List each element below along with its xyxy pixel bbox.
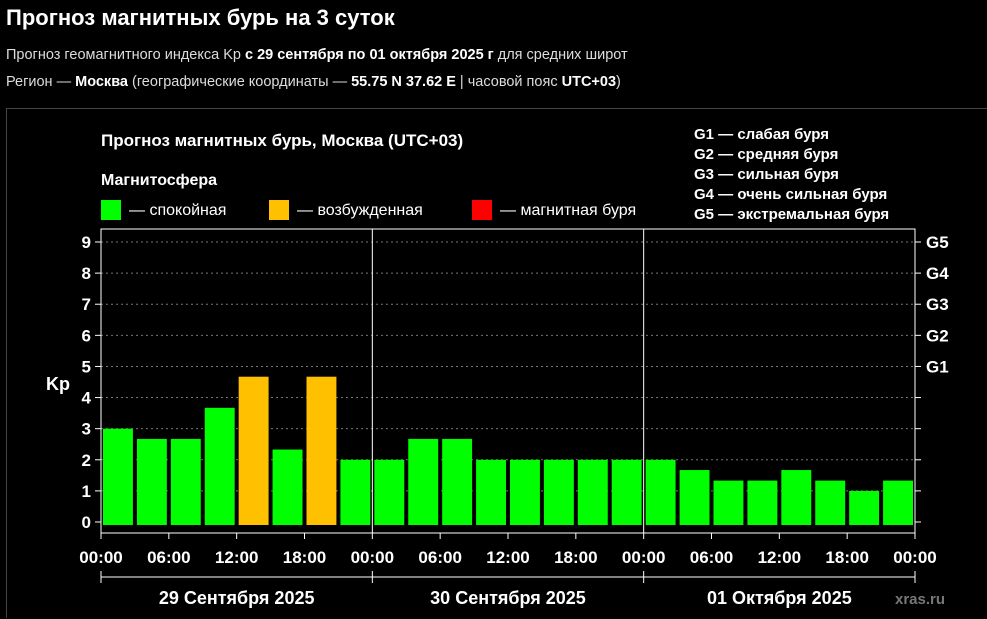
y-tick-label: 9 bbox=[82, 233, 91, 252]
storm-scale-item: G1 — слабая буря bbox=[694, 126, 829, 143]
kp-bar bbox=[408, 438, 439, 525]
storm-scale-item: G4 — очень сильная буря bbox=[694, 186, 887, 203]
kp-bar bbox=[170, 438, 201, 525]
storm-scale-item: G2 — средняя буря bbox=[694, 146, 838, 163]
kp-bar bbox=[883, 480, 913, 525]
legend-swatch bbox=[472, 200, 492, 220]
chart-bars bbox=[103, 376, 913, 525]
kp-bar bbox=[577, 459, 608, 525]
y-tick-label: 6 bbox=[82, 326, 91, 345]
region-coords: 55.75 N 37.62 E bbox=[351, 74, 456, 90]
kp-bar bbox=[713, 480, 744, 525]
region-suffix: ) bbox=[616, 74, 621, 90]
day-label: 30 Сентября 2025 bbox=[430, 588, 586, 608]
chart-axes: 0 1 2 3 4 5 6 7 8 9 G1 G2 G3 G4 G5 00:00 06:00 12:00 18:00… bbox=[79, 228, 949, 608]
kp-bar bbox=[543, 459, 574, 525]
kp-forecast-chart: Прогноз магнитных бурь, Москва (UTC+03) … bbox=[46, 126, 949, 608]
storm-scale-legend: G1 — слабая буря G2 — средняя буря G3 — си… bbox=[694, 126, 889, 223]
kp-bar bbox=[645, 459, 676, 525]
region-prefix: Регион — bbox=[6, 74, 76, 90]
legend-title: Магнитосфера bbox=[101, 172, 217, 189]
kp-bar bbox=[781, 470, 812, 525]
kp-bar bbox=[849, 490, 880, 525]
x-tick-label: 18:00 bbox=[283, 548, 326, 567]
watermark: xras.ru bbox=[895, 591, 945, 608]
y-tick-label: 4 bbox=[82, 389, 92, 408]
storm-scale-item: G5 — экстремальная буря bbox=[694, 206, 889, 223]
x-tick-label: 12:00 bbox=[758, 548, 801, 567]
storm-level-label: G1 bbox=[926, 357, 949, 376]
x-tick-label: 00:00 bbox=[351, 548, 394, 567]
storm-scale-item: G3 — сильная буря bbox=[694, 166, 839, 183]
forecast-description: Прогноз геомагнитного индекса Kp с 29 се… bbox=[6, 47, 628, 63]
storm-level-label: G4 bbox=[926, 264, 949, 283]
kp-bar bbox=[272, 449, 303, 525]
legend-swatch bbox=[101, 200, 121, 220]
y-axis-label: Kp bbox=[46, 374, 70, 394]
y-tick-label: 7 bbox=[82, 295, 91, 314]
kp-bar bbox=[611, 459, 642, 525]
kp-bar bbox=[340, 459, 371, 525]
x-tick-label: 00:00 bbox=[622, 548, 665, 567]
legend-swatch bbox=[269, 200, 289, 220]
day-label: 01 Октября 2025 bbox=[707, 588, 852, 608]
y-tick-label: 5 bbox=[82, 357, 91, 376]
region-timezone: UTC+03 bbox=[561, 74, 617, 90]
y-tick-label: 3 bbox=[82, 420, 91, 439]
kp-bar bbox=[476, 459, 506, 525]
chart-frame: Прогноз магнитных бурь, Москва (UTC+03) … bbox=[6, 108, 987, 618]
y-tick-label: 2 bbox=[82, 451, 91, 470]
kp-bar bbox=[374, 459, 405, 525]
x-tick-label: 18:00 bbox=[554, 548, 597, 567]
region-info: Регион — Москва (географические координа… bbox=[6, 74, 621, 90]
forecast-description-prefix: Прогноз геомагнитного индекса Kp bbox=[6, 47, 245, 63]
kp-bar bbox=[136, 438, 167, 525]
legend-label: — возбужденная bbox=[297, 202, 423, 219]
forecast-description-suffix: для средних широт bbox=[493, 47, 628, 63]
legend: — спокойная — возбужденная — магнитная бур… bbox=[101, 200, 636, 220]
coords-prefix: (географические координаты — bbox=[127, 74, 352, 90]
day-label: 29 Сентября 2025 bbox=[159, 588, 315, 608]
y-tick-label: 1 bbox=[82, 482, 91, 501]
y-tick-label: 8 bbox=[82, 264, 91, 283]
storm-level-label: G2 bbox=[926, 326, 949, 345]
x-tick-label: 12:00 bbox=[486, 548, 529, 567]
storm-level-label: G5 bbox=[926, 233, 949, 252]
forecast-dates: с 29 сентября по 01 октября 2025 г bbox=[244, 47, 494, 63]
region-name: Москва bbox=[75, 74, 128, 90]
storm-level-label: G3 bbox=[926, 295, 949, 314]
kp-bar bbox=[815, 480, 846, 525]
x-tick-label: 06:00 bbox=[147, 548, 190, 567]
kp-bar bbox=[306, 376, 337, 525]
x-tick-label: 06:00 bbox=[418, 548, 461, 567]
kp-bar bbox=[510, 459, 540, 525]
x-tick-label: 00:00 bbox=[893, 548, 936, 567]
chart-grid bbox=[101, 229, 915, 533]
legend-label: — спокойная bbox=[129, 202, 226, 219]
x-tick-label: 12:00 bbox=[215, 548, 258, 567]
kp-bar bbox=[679, 470, 710, 525]
chart-title: Прогноз магнитных бурь, Москва (UTC+03) bbox=[101, 131, 463, 150]
kp-bar bbox=[442, 438, 473, 525]
y-tick-label: 0 bbox=[82, 513, 91, 532]
page-title: Прогноз магнитных бурь на 3 суток bbox=[6, 5, 395, 30]
kp-bar bbox=[238, 376, 269, 525]
kp-bar bbox=[204, 407, 235, 525]
x-tick-label: 00:00 bbox=[79, 548, 122, 567]
kp-bar bbox=[103, 428, 133, 525]
timezone-prefix: | часовой пояс bbox=[455, 74, 562, 90]
x-tick-label: 06:00 bbox=[690, 548, 733, 567]
legend-label: — магнитная буря bbox=[500, 202, 636, 219]
kp-bar bbox=[747, 480, 778, 525]
x-tick-label: 18:00 bbox=[825, 548, 868, 567]
